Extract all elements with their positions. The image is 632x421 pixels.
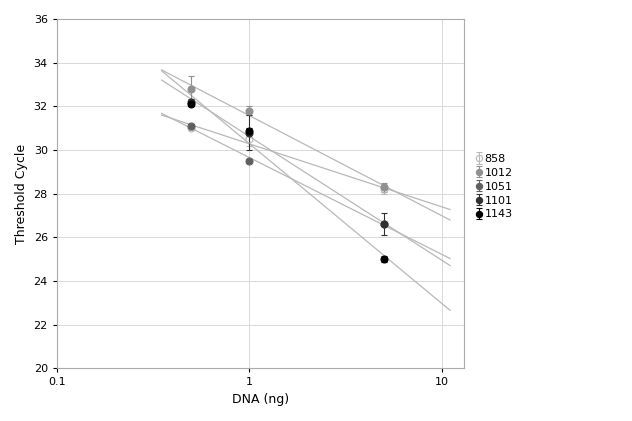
Y-axis label: Threshold Cycle: Threshold Cycle [15, 144, 28, 244]
X-axis label: DNA (ng): DNA (ng) [232, 393, 289, 406]
Legend: 858, 1012, 1051, 1101, 1143: 858, 1012, 1051, 1101, 1143 [473, 152, 515, 222]
